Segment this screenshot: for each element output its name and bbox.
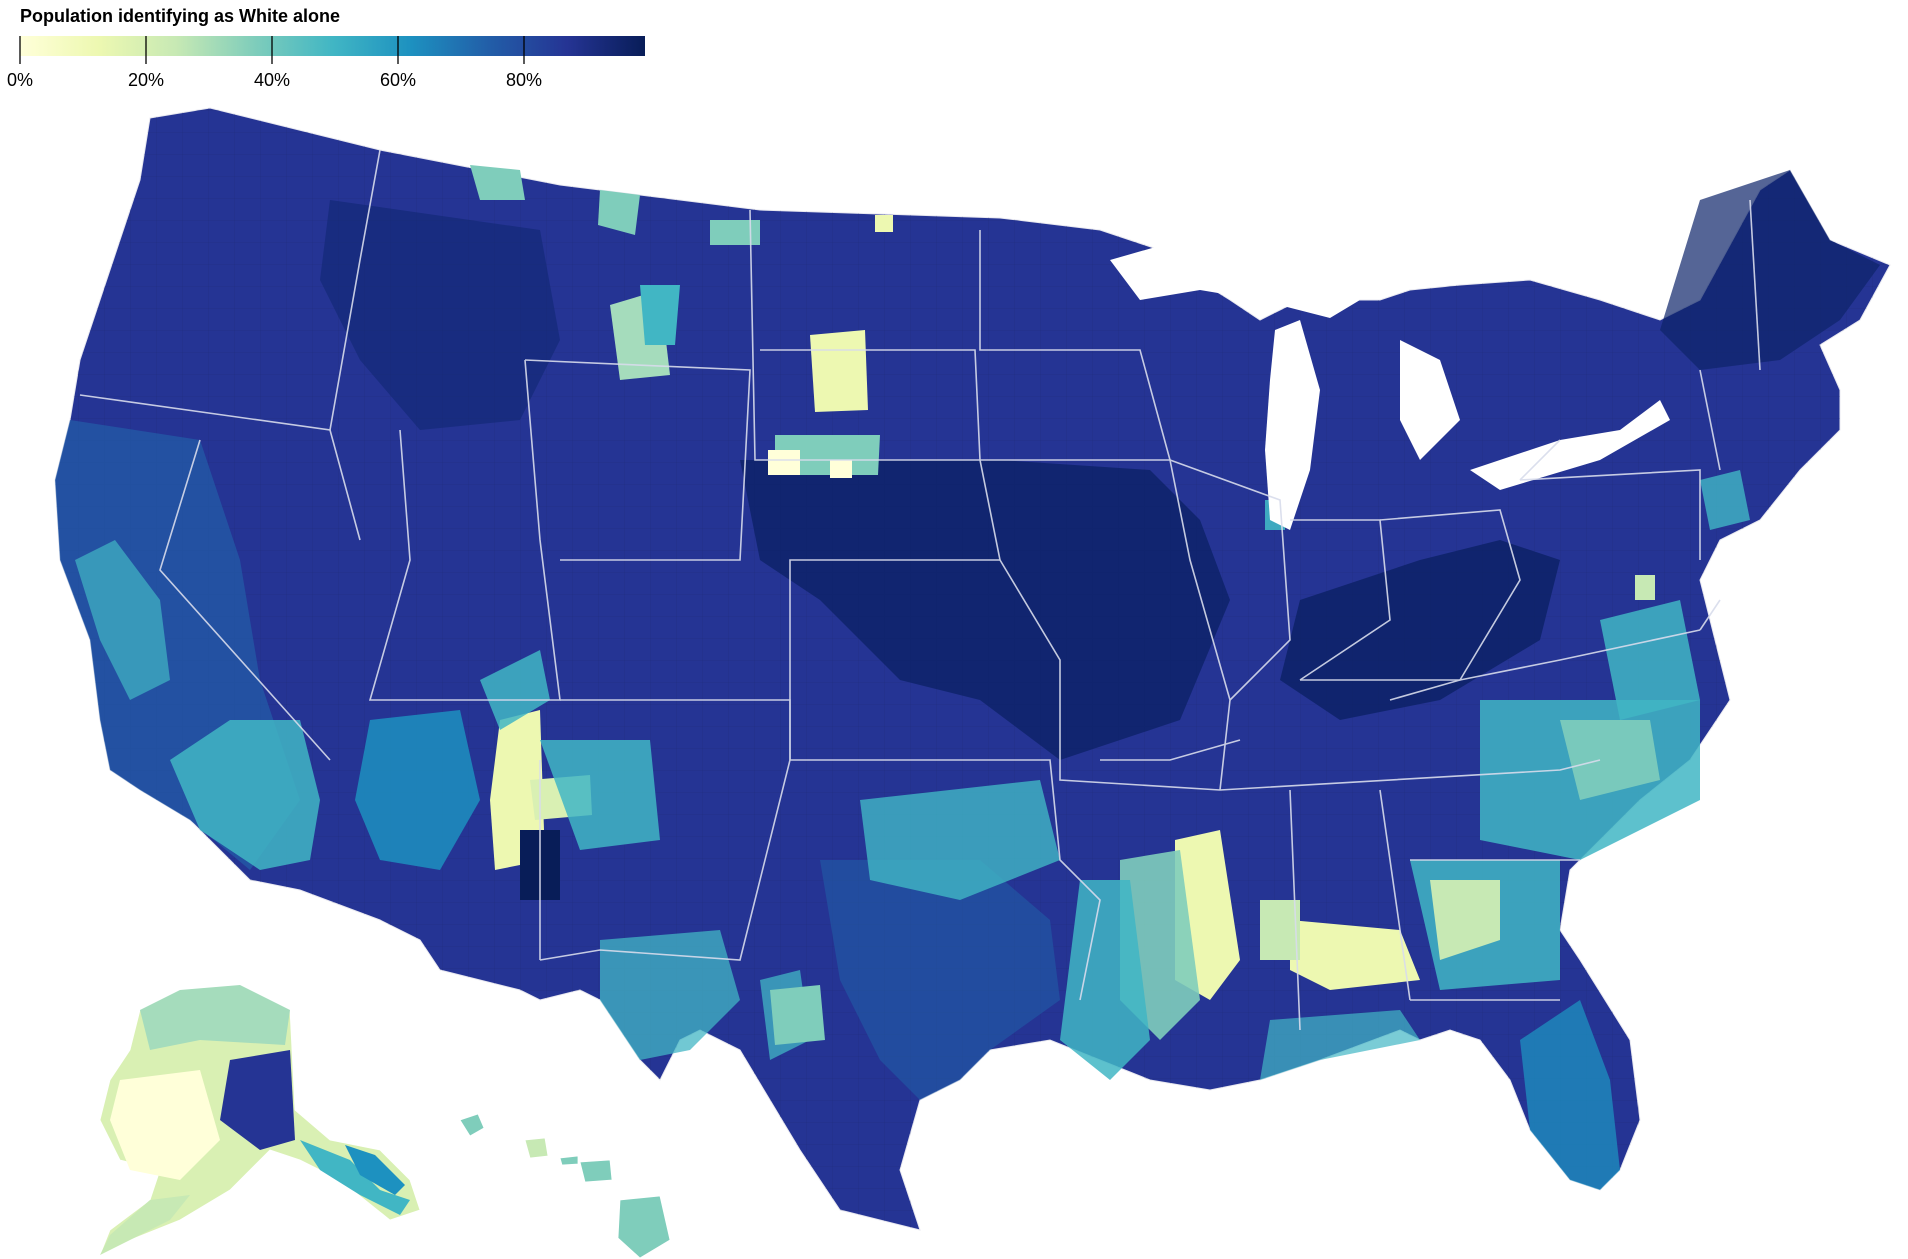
state-border bbox=[1379, 789, 1411, 1001]
state-border bbox=[999, 559, 1221, 791]
state-border bbox=[1169, 459, 1291, 701]
lake-michigan bbox=[1265, 320, 1320, 530]
region-colorado-teal bbox=[480, 650, 550, 730]
region-west-texas-teal bbox=[600, 930, 740, 1060]
region-black-belt-light bbox=[1260, 900, 1300, 960]
state-border bbox=[1519, 469, 1701, 560]
state-border bbox=[524, 359, 751, 561]
region-mountain-dark bbox=[320, 200, 560, 430]
legend-tick-label: 40% bbox=[254, 70, 290, 90]
hawaii-island-molokai bbox=[559, 1155, 579, 1166]
legend-tick-label: 0% bbox=[7, 70, 33, 90]
legend: Population identifying as White alone 0%… bbox=[7, 6, 645, 90]
state-border bbox=[1300, 629, 1701, 681]
region-dakota-yellow-2 bbox=[830, 460, 852, 478]
contiguous-us bbox=[54, 107, 1891, 1231]
legend-title: Population identifying as White alone bbox=[20, 6, 340, 26]
legend-tick-label: 20% bbox=[128, 70, 164, 90]
state-border bbox=[329, 149, 381, 431]
region-dakota-yellow bbox=[768, 450, 800, 475]
region-dakota-south bbox=[775, 435, 880, 475]
hawaii bbox=[459, 1113, 671, 1259]
region-florida-mid bbox=[1520, 1000, 1620, 1190]
state-border bbox=[539, 699, 791, 961]
hawaii-island-kauai bbox=[459, 1113, 485, 1137]
region-new-mexico-teal bbox=[540, 740, 660, 850]
region-texas-mid bbox=[820, 860, 1060, 1100]
state-border bbox=[1100, 739, 1241, 761]
region-appalachia-dark bbox=[1280, 540, 1560, 720]
legend-ticks bbox=[19, 36, 525, 64]
region-midwest-dark bbox=[740, 460, 1230, 760]
region-maryland-light bbox=[1635, 575, 1655, 600]
hawaii-island-oahu bbox=[524, 1137, 549, 1159]
state-border bbox=[749, 209, 980, 461]
alaska bbox=[99, 984, 421, 1256]
hawaii-island-big bbox=[617, 1195, 671, 1259]
state-border bbox=[1749, 199, 1761, 371]
legend-color-bar bbox=[20, 36, 645, 56]
alaska-southeast-mid bbox=[345, 1145, 405, 1195]
alaska-east-dark bbox=[220, 1050, 295, 1150]
region-oklahoma-teal bbox=[860, 780, 1060, 900]
region-virginia-teal bbox=[1600, 600, 1700, 720]
region-northeast-teal bbox=[1700, 470, 1750, 530]
region-georgia-light bbox=[1430, 880, 1500, 960]
region-arizona-teal bbox=[355, 710, 480, 870]
state-border bbox=[979, 230, 1171, 461]
region-south-texas-light bbox=[770, 985, 825, 1045]
region-central-valley-teal bbox=[75, 540, 170, 700]
state-border bbox=[368, 359, 561, 701]
region-socal-teal bbox=[170, 720, 320, 870]
lake-superior bbox=[1110, 240, 1360, 318]
region-north-montana-teal-2 bbox=[598, 190, 640, 235]
state-border bbox=[1219, 759, 1601, 791]
region-nd-yellow bbox=[875, 215, 893, 232]
hawaii-island-maui bbox=[579, 1159, 613, 1183]
state-border bbox=[1699, 599, 1721, 631]
lake-erie-ontario bbox=[1470, 400, 1670, 490]
legend-tick-label: 80% bbox=[506, 70, 542, 90]
region-montana-teal bbox=[640, 285, 680, 345]
region-north-montana-teal bbox=[470, 165, 525, 200]
state-border bbox=[1699, 369, 1721, 471]
state-border bbox=[1290, 519, 1391, 681]
region-louisiana-teal bbox=[1060, 880, 1150, 1080]
state-border bbox=[1519, 439, 1561, 481]
lake-huron bbox=[1400, 340, 1460, 460]
region-north-montana-teal-3 bbox=[710, 220, 760, 245]
state-border bbox=[1379, 509, 1521, 701]
state-border bbox=[1289, 789, 1301, 1031]
region-dakota-reservation bbox=[810, 330, 868, 412]
alaska-north-teal bbox=[140, 985, 290, 1050]
state-border bbox=[980, 459, 1231, 791]
region-black-belt-yellow bbox=[1290, 920, 1420, 990]
region-carolinas-light bbox=[1560, 720, 1660, 800]
region-gulf-coast-teal bbox=[1260, 1010, 1420, 1080]
legend-tick-label: 60% bbox=[380, 70, 416, 90]
alaska-interior-yellow bbox=[110, 1070, 220, 1180]
alaska-peninsula-light bbox=[100, 1195, 190, 1255]
alaska-panhandle-teal bbox=[300, 1140, 410, 1215]
state-border bbox=[790, 759, 1101, 1001]
state-border bbox=[760, 349, 1001, 760]
state-border bbox=[159, 439, 331, 761]
state-borders bbox=[79, 149, 1761, 1031]
region-northeast-dark bbox=[1660, 170, 1880, 370]
